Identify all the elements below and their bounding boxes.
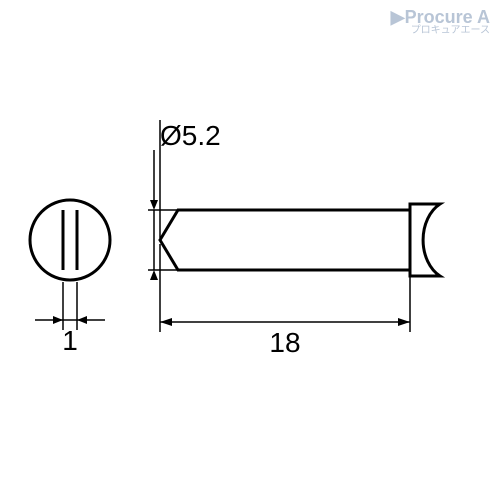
watermark: ▶Procure A プロキュアエース: [391, 8, 490, 36]
watermark-arrow-icon: ▶: [391, 7, 405, 27]
dim-slot-width: 1: [62, 325, 78, 356]
technical-drawing: 1 Ø5.2 18: [0, 0, 500, 500]
arrow-slot-left: [53, 316, 63, 324]
dim-length: 18: [269, 327, 300, 358]
watermark-title: Procure A: [405, 7, 490, 27]
watermark-subtitle: プロキュアエース: [391, 26, 490, 36]
tip-outline: [160, 204, 440, 276]
arrow-len-left: [160, 318, 172, 326]
arrow-dia-bot: [150, 270, 158, 280]
dim-diameter: Ø5.2: [160, 120, 221, 151]
arrow-len-right: [398, 318, 410, 326]
side-view: Ø5.2 18: [148, 120, 440, 358]
arrow-dia-top: [150, 200, 158, 210]
arrow-slot-right: [77, 316, 87, 324]
front-view: 1: [30, 200, 110, 356]
tip-circle: [30, 200, 110, 280]
